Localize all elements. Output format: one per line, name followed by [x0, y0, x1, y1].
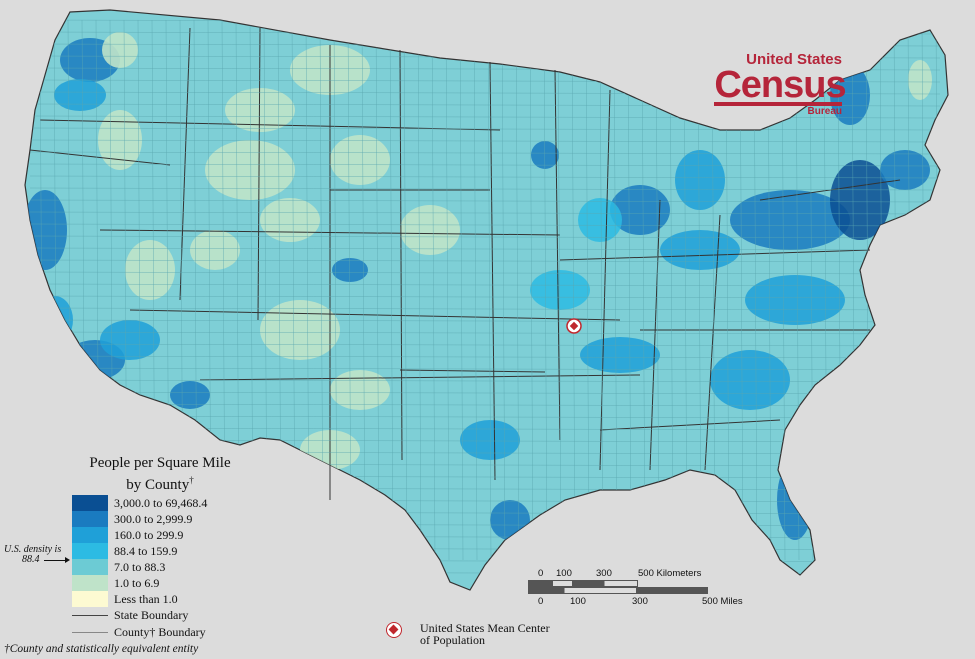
- mean-center-icon: [386, 622, 402, 638]
- high-density-area: [460, 420, 520, 460]
- high-density-area: [490, 500, 530, 540]
- high-density-area: [660, 230, 740, 270]
- low-density-area: [102, 32, 138, 68]
- low-density-area: [400, 205, 460, 255]
- legend-class-2: 160.0 to 299.9: [72, 527, 207, 543]
- legend: 3,000.0 to 69,468.4 300.0 to 2,999.9 160.0…: [72, 495, 207, 641]
- legend-title-mark: †: [189, 475, 194, 485]
- high-density-area: [880, 150, 930, 190]
- mi-label: 500 Miles: [702, 596, 743, 607]
- legend-class-label: 7.0 to 88.3: [114, 559, 166, 574]
- mean-center-legend: United States Mean Center of Population: [386, 622, 580, 646]
- legend-swatch: [72, 591, 108, 607]
- legend-swatch: [72, 559, 108, 575]
- us-density-arrow: [44, 557, 70, 563]
- high-density-area: [531, 141, 559, 169]
- high-density-area: [675, 150, 725, 210]
- legend-swatch: [72, 543, 108, 559]
- legend-swatch: [72, 527, 108, 543]
- km-bar: [528, 580, 638, 587]
- km-label: 500 Kilometers: [638, 568, 702, 579]
- low-density-area: [260, 198, 320, 242]
- legend-class-4: 7.0 to 88.3: [72, 559, 207, 575]
- legend-class-label: 1.0 to 6.9: [114, 575, 160, 590]
- legend-class-label: 160.0 to 299.9: [114, 527, 184, 542]
- legend-class-label: 88.4 to 159.9: [114, 543, 178, 558]
- high-density-area: [745, 275, 845, 325]
- legend-class-label: 300.0 to 2,999.9: [114, 511, 193, 526]
- us-density-line-2: 88.4: [22, 554, 40, 565]
- mean-center-label-1: United States Mean Center: [420, 621, 550, 635]
- low-density-area: [260, 300, 340, 360]
- state-boundary-sample: [72, 615, 108, 616]
- high-density-area: [332, 258, 368, 282]
- county-boundary-sample: [72, 632, 108, 633]
- legend-class-3: 88.4 to 159.9: [72, 543, 207, 559]
- scale-bar: 0 100 300 500 Kilometers 0 100 300 500 M…: [528, 568, 748, 608]
- legend-title-line-1: People per Square Mile: [89, 455, 231, 471]
- high-density-area: [578, 198, 622, 242]
- census-bureau-logo: United States Census Bureau: [700, 52, 860, 118]
- footnote: †County and statistically equivalent ent…: [4, 643, 199, 655]
- km-tick-0: 0: [538, 568, 544, 579]
- high-density-area: [777, 460, 813, 540]
- legend-state-boundary: State Boundary: [72, 607, 207, 624]
- legend-swatch: [72, 511, 108, 527]
- high-density-area: [100, 320, 160, 360]
- high-density-area: [830, 160, 890, 240]
- mile-bar: [528, 587, 708, 594]
- logo-bar: [714, 102, 842, 106]
- high-density-area: [730, 190, 850, 250]
- high-density-area: [610, 185, 670, 235]
- low-density-area: [205, 140, 295, 200]
- legend-class-6: Less than 1.0: [72, 591, 207, 607]
- low-density-area: [225, 88, 295, 132]
- legend-class-5: 1.0 to 6.9: [72, 575, 207, 591]
- low-density-area: [330, 370, 390, 410]
- legend-swatch: [72, 575, 108, 591]
- legend-title-line-2: by County: [126, 477, 190, 493]
- high-density-area: [25, 190, 67, 270]
- legend-class-1: 300.0 to 2,999.9: [72, 511, 207, 527]
- legend-class-label: Less than 1.0: [114, 591, 178, 606]
- county-boundary-label: County† Boundary: [114, 625, 206, 639]
- state-boundary-label: State Boundary: [114, 608, 189, 622]
- legend-title: People per Square Mile by County†: [60, 455, 260, 494]
- high-density-area: [830, 65, 870, 125]
- legend-class-0: 3,000.0 to 69,468.4: [72, 495, 207, 511]
- low-density-area: [125, 240, 175, 300]
- us-density-note: U.S. density is 88.4: [4, 545, 61, 565]
- legend-class-label: 3,000.0 to 69,468.4: [114, 495, 208, 510]
- mi-tick-100: 100: [570, 596, 586, 607]
- us-density-line-1: U.S. density is: [4, 544, 62, 555]
- km-tick-300: 300: [596, 568, 612, 579]
- low-density-area: [190, 230, 240, 270]
- legend-county-boundary: County† Boundary: [72, 624, 207, 641]
- high-density-area: [170, 381, 210, 409]
- logo-line-1: United States: [746, 51, 842, 68]
- high-density-area: [710, 350, 790, 410]
- mean-center-label-2: of Population: [420, 633, 485, 647]
- high-density-area: [54, 79, 106, 111]
- km-tick-100: 100: [556, 568, 572, 579]
- logo-line-2: Census: [714, 64, 846, 106]
- high-density-area: [580, 337, 660, 373]
- mi-tick-300: 300: [632, 596, 648, 607]
- low-density-area: [330, 135, 390, 185]
- logo-line-3: Bureau: [807, 106, 842, 117]
- mi-tick-0: 0: [538, 596, 544, 607]
- legend-swatch: [72, 495, 108, 511]
- mean-center-marker: [566, 318, 582, 334]
- high-density-area: [530, 270, 590, 310]
